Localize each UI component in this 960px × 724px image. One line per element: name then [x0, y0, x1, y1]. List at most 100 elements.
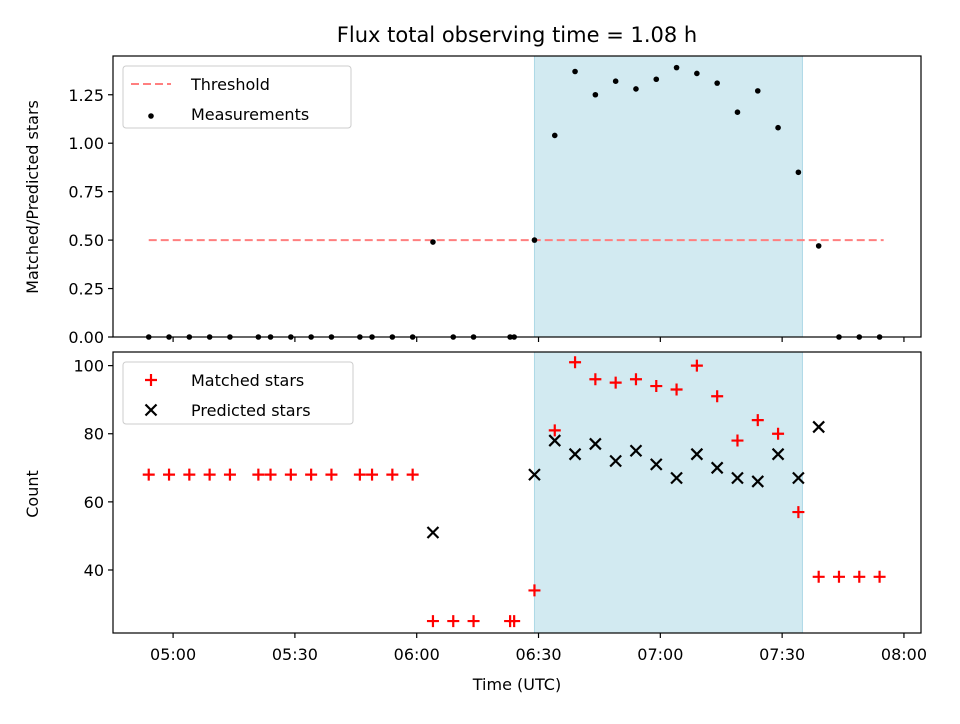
matched-stars-point — [731, 434, 744, 447]
axes-frame-top — [112, 55, 922, 338]
matched-stars-point — [670, 383, 683, 396]
measurement-point — [551, 132, 558, 139]
measurement-point — [694, 70, 700, 77]
x-axis-label: Time (UTC) — [472, 675, 561, 694]
legend-box — [122, 65, 352, 129]
y-tick-label: 60 — [84, 493, 104, 512]
predicted-stars-point — [568, 447, 582, 461]
predicted-stars-point — [731, 471, 744, 485]
y-tick-label: 40 — [84, 561, 104, 580]
measurement-point — [754, 88, 761, 94]
predicted-stars-point — [771, 447, 785, 461]
predicted-stars-point — [629, 444, 643, 458]
legend-label: Matched stars — [191, 371, 304, 390]
x-tick-label: 06:00 — [394, 645, 440, 664]
x-tick-label: 07:30 — [759, 645, 805, 664]
legend-label: Threshold — [190, 75, 270, 94]
matched-stars-point — [467, 615, 480, 628]
matched-stars-point — [853, 570, 866, 583]
measurement-point — [633, 86, 639, 92]
legend-marker — [145, 374, 157, 386]
predicted-stars-point — [690, 447, 704, 461]
measurement-point — [795, 169, 802, 176]
measurement-point — [734, 109, 741, 115]
x-tick-label: 06:30 — [515, 645, 561, 664]
matched-stars-point — [548, 424, 561, 437]
matched-stars-point — [589, 373, 602, 386]
predicted-stars-point — [528, 468, 541, 481]
measurement-point — [612, 78, 619, 84]
series-matched-stars — [142, 356, 886, 628]
matched-stars-point — [772, 427, 785, 440]
matched-stars-point — [650, 380, 663, 393]
matched-stars-point — [325, 468, 338, 481]
y-tick-label: 0.00 — [68, 328, 104, 347]
y-tick-label: 0.25 — [68, 280, 104, 299]
matched-stars-point — [426, 615, 439, 628]
measurement-point — [673, 64, 680, 71]
x-tick-label: 08:00 — [881, 645, 927, 664]
panel-bottom: 40 60 80 100 05:00 05:30 06:00 06:30 07:00 07:30 0… — [73, 351, 927, 664]
matched-stars-point — [284, 468, 297, 481]
matched-stars-point — [690, 359, 703, 372]
chart-title: Flux total observing time = 1.08 h — [337, 23, 697, 47]
matched-stars-point — [264, 468, 277, 481]
x-tick-label: 05:30 — [272, 645, 318, 664]
legend-bottom: Matched stars Predicted stars — [122, 361, 354, 425]
measurement-point — [714, 80, 720, 86]
matched-stars-point — [142, 468, 155, 481]
observing-window-top — [533, 55, 803, 338]
y-tick-label: 0.50 — [68, 231, 104, 250]
measurement-point — [572, 68, 578, 75]
y-tick-label: 80 — [84, 425, 104, 444]
series-predicted-stars — [426, 420, 825, 539]
top-y-axis-label: Matched/Predicted stars — [23, 100, 42, 294]
matched-stars-point — [711, 390, 724, 403]
legend-marker — [144, 403, 158, 417]
matched-stars-point — [353, 468, 366, 481]
x-tick-label: 07:00 — [637, 645, 683, 664]
matched-stars-point — [406, 468, 419, 481]
predicted-stars-point — [812, 420, 825, 434]
y-tick-label: 100 — [73, 357, 104, 376]
legend-label: Predicted stars — [191, 401, 311, 420]
matched-stars-point — [252, 468, 265, 481]
predicted-stars-point — [649, 458, 663, 471]
matched-stars-point — [569, 356, 582, 369]
panel-top: 0.00 0.25 0.50 0.75 1.00 1.25 Threshold Measure… — [68, 55, 922, 347]
matched-stars-point — [305, 468, 318, 481]
matched-stars-point — [528, 584, 541, 597]
matched-stars-point — [386, 468, 399, 481]
axes-frame-bottom — [112, 351, 922, 634]
measurement-point — [653, 76, 660, 83]
predicted-stars-point — [751, 475, 765, 488]
measurement-point — [531, 237, 538, 243]
matched-stars-point — [609, 376, 622, 389]
predicted-stars-point — [426, 526, 440, 539]
matched-stars-point — [223, 468, 236, 481]
measurement-point — [592, 91, 599, 98]
matched-stars-point — [873, 570, 886, 583]
legend-marker — [148, 113, 154, 119]
matched-stars-point — [751, 414, 764, 427]
matched-stars-point — [792, 506, 805, 519]
predicted-stars-point — [670, 471, 683, 485]
x-tick-label: 05:00 — [150, 645, 196, 664]
legend-box — [122, 361, 354, 425]
y-tick-label: 0.75 — [68, 183, 104, 202]
measurement-point — [815, 243, 822, 249]
bottom-y-axis-label: Count — [23, 470, 42, 518]
legend-top: Threshold Measurements — [122, 65, 352, 129]
predicted-stars-point — [589, 437, 602, 451]
matched-stars-point — [812, 570, 825, 583]
matched-stars-point — [203, 468, 216, 481]
matched-stars-point — [447, 615, 460, 628]
predicted-stars-point — [548, 434, 562, 447]
matched-stars-point — [832, 570, 845, 583]
observing-window-bottom — [533, 351, 803, 634]
y-tick-label: 1.00 — [68, 134, 104, 153]
measurement-point — [775, 124, 781, 131]
matched-stars-point — [183, 468, 196, 481]
